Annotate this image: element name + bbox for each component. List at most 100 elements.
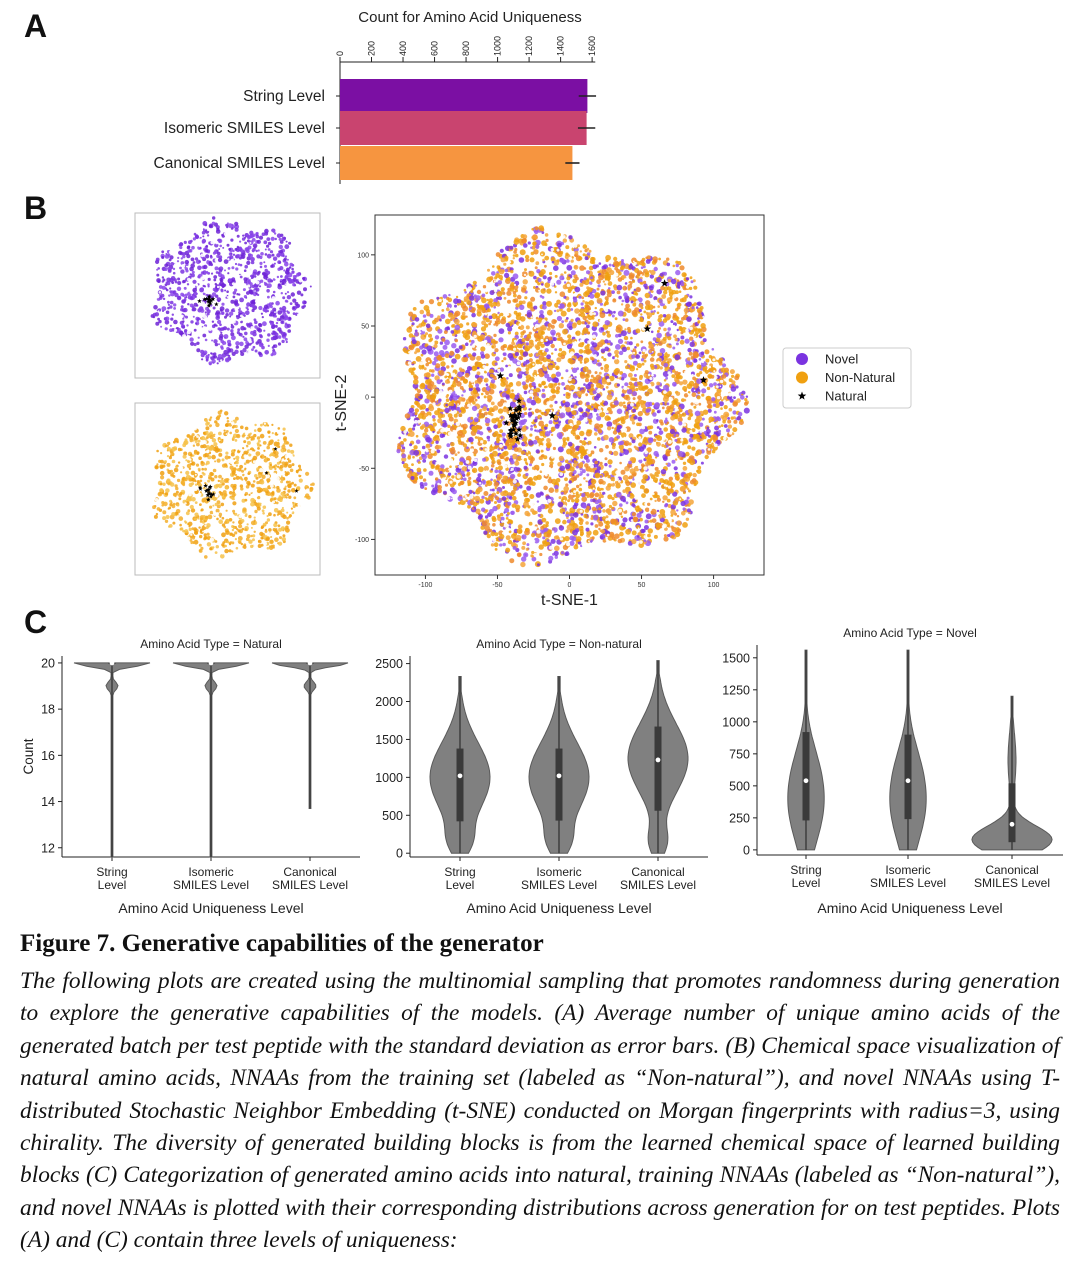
tsne-point: [162, 510, 167, 515]
tsne-gap: [248, 450, 253, 454]
natural-star: [204, 296, 209, 301]
tsne-point: [241, 478, 244, 481]
tsne-point: [687, 391, 691, 394]
tsne-point: [221, 233, 224, 237]
tsne-point: [744, 401, 748, 406]
tsne-gap: [211, 426, 214, 428]
tsne-point: [700, 351, 705, 356]
tsne-point: [585, 521, 589, 525]
tsne-point: [636, 422, 640, 427]
tsne-point: [186, 245, 191, 250]
tsne-point: [584, 290, 590, 296]
tsne-point: [435, 465, 440, 470]
tsne-point: [153, 514, 158, 519]
tsne-gap: [276, 431, 280, 434]
tsne-point: [632, 391, 637, 397]
tsne-point: [533, 275, 537, 280]
tsne-point: [666, 405, 671, 411]
tsne-point: [581, 492, 586, 498]
tsne-gap: [201, 315, 204, 318]
tsne-point: [662, 336, 667, 341]
tsne-point: [528, 342, 535, 348]
tsne-point: [490, 338, 496, 344]
tsne-gap: [234, 496, 239, 501]
tsne-point: [217, 327, 221, 331]
tsne-point: [235, 416, 239, 421]
tsne-point: [605, 444, 609, 449]
tsne-point: [266, 445, 271, 450]
tsne-point: [226, 540, 230, 544]
tsne-point: [423, 412, 428, 418]
tsne-point: [602, 331, 606, 336]
tsne-point: [202, 235, 205, 238]
tsne-point: [284, 527, 287, 530]
tsne-point: [460, 441, 465, 446]
tsne-point: [263, 449, 266, 452]
tsne-point: [733, 419, 738, 424]
tsne-point: [266, 289, 270, 293]
tsne-point: [431, 415, 436, 419]
tsne-point: [600, 290, 606, 296]
tsne-point: [490, 304, 494, 308]
tsne-gap: [204, 227, 207, 230]
tsne-point: [167, 306, 170, 310]
tsne-point: [205, 244, 209, 248]
tsne-point: [176, 260, 180, 263]
tsne-point: [291, 481, 294, 485]
tsne-point: [639, 428, 645, 435]
tsne-point: [636, 512, 642, 518]
tsne-point: [212, 361, 215, 364]
tsne-point: [194, 483, 198, 486]
tsne-point: [483, 395, 487, 399]
tsne-point: [546, 309, 553, 316]
tsne-point: [494, 356, 500, 362]
tsne-point: [256, 239, 261, 244]
tsne-point: [553, 265, 559, 272]
tsne-point: [280, 292, 283, 295]
tsne-point: [156, 273, 160, 277]
tsne-point: [232, 295, 236, 299]
tsne-gap: [227, 258, 230, 261]
tsne-point: [273, 262, 276, 265]
tsne-point: [428, 369, 433, 373]
tsne-point: [167, 507, 170, 510]
tsne-point: [403, 463, 409, 469]
tsne-point: [534, 429, 537, 432]
tsne-point: [729, 398, 734, 403]
tsne-point: [606, 333, 611, 338]
tsne-point: [408, 333, 414, 338]
tsne-point: [253, 516, 256, 519]
tsne-point: [253, 329, 257, 334]
tsne-point: [275, 321, 279, 325]
tsne-point: [597, 437, 601, 441]
tsne-point: [497, 465, 503, 471]
tsne-point: [158, 492, 162, 496]
tsne-point: [482, 440, 488, 445]
tsne-gap: [198, 492, 202, 497]
tsne-point: [193, 328, 197, 332]
tsne-point: [242, 348, 247, 353]
tsne-point: [249, 459, 252, 462]
tsne-point: [505, 456, 510, 461]
tsne-point: [682, 466, 688, 471]
tsne-point: [232, 437, 235, 440]
tsne-point: [550, 343, 555, 349]
tsne-point: [577, 541, 582, 545]
tsne-gap: [206, 449, 210, 454]
tsne-point: [260, 455, 263, 458]
tsne-point: [458, 367, 463, 371]
tsne-point: [639, 484, 645, 490]
tsne-point: [584, 463, 589, 468]
tsne-point: [459, 480, 464, 486]
tsne-point: [302, 277, 306, 281]
tsne-point: [496, 271, 499, 274]
tsne-point: [657, 305, 660, 308]
tsne-gap: [220, 359, 223, 362]
tsne-point: [247, 280, 251, 284]
tsne-point: [721, 399, 724, 402]
tsne-point: [218, 519, 223, 524]
tsne-point: [624, 328, 627, 331]
tsne-point: [190, 453, 193, 456]
tsne-point: [192, 536, 195, 540]
tsne-point: [535, 353, 540, 357]
